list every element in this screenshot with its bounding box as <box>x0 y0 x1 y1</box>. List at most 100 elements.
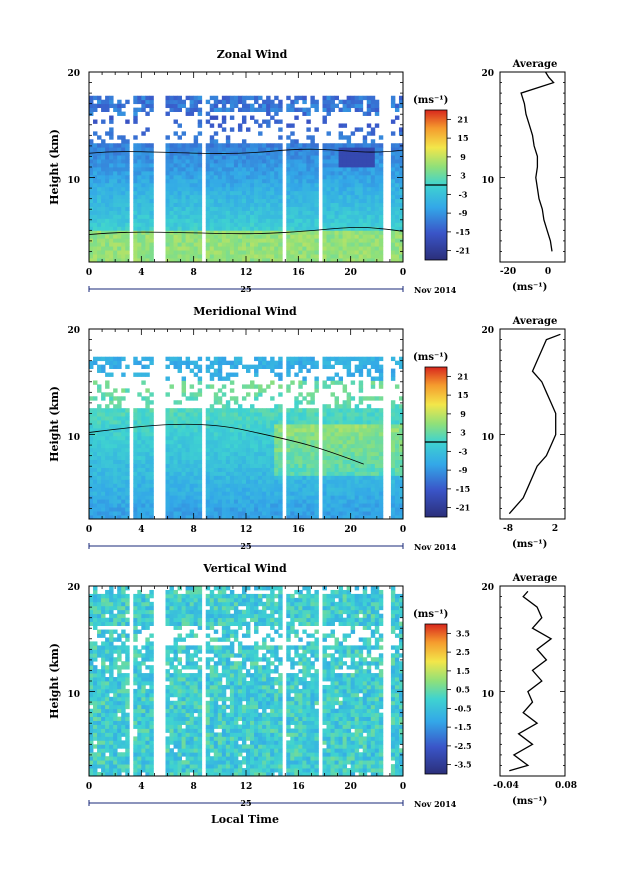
heatmap-cell <box>378 364 384 369</box>
heatmap-cell <box>209 210 215 215</box>
heatmap-cell <box>209 404 215 409</box>
heatmap-cell <box>169 238 174 243</box>
heatmap-cell <box>314 107 319 112</box>
heatmap-cell <box>394 226 400 231</box>
heatmap-cell <box>302 218 307 223</box>
heatmap-cell <box>229 479 235 484</box>
heatmap-cell <box>370 198 376 204</box>
heatmap-cell <box>117 515 122 520</box>
heatmap-cell <box>89 238 94 243</box>
heatmap-cell <box>105 218 110 223</box>
heatmap-cell <box>145 95 150 101</box>
heatmap-cell <box>177 163 182 168</box>
heatmap-cell <box>390 412 396 417</box>
heatmap-cell <box>314 483 319 488</box>
heatmap-cell <box>133 451 138 457</box>
heatmap-cell <box>326 420 331 425</box>
heatmap-cell <box>117 459 122 464</box>
heatmap-cell <box>237 214 243 219</box>
heatmap-cell <box>109 226 114 231</box>
heatmap-cell <box>342 258 348 263</box>
heatmap-cell <box>237 127 243 132</box>
heatmap-cell <box>298 435 303 441</box>
heatmap-cell <box>149 170 154 176</box>
heatmap-cell <box>125 250 130 255</box>
heatmap-cell <box>101 155 106 160</box>
heatmap-cell <box>221 190 227 196</box>
heatmap-cell <box>346 250 352 255</box>
heatmap-cell <box>342 254 348 259</box>
heatmap-cell <box>362 459 368 464</box>
heatmap-cell <box>109 238 114 243</box>
heatmap-cell <box>370 459 376 464</box>
heatmap-cell <box>213 194 219 200</box>
heatmap-cell <box>350 447 356 453</box>
heatmap-cell <box>213 515 219 520</box>
heatmap-cell <box>330 198 335 204</box>
heatmap-cell <box>133 479 138 484</box>
heatmap-cell <box>181 238 187 243</box>
heatmap-cell <box>306 182 311 188</box>
heatmap-cell <box>338 230 344 235</box>
heatmap-cell <box>169 163 174 168</box>
heatmap-cell <box>173 408 178 413</box>
heatmap-cell <box>185 499 191 504</box>
heatmap-cell <box>262 483 267 488</box>
heatmap-cell <box>169 178 174 184</box>
heatmap-cell <box>290 511 295 516</box>
heatmap-cell <box>149 471 154 476</box>
heatmap-cell <box>306 499 311 504</box>
heatmap-cell <box>145 511 150 516</box>
heatmap-cell <box>358 198 364 204</box>
heatmap-cell <box>141 250 146 255</box>
heatmap-cell <box>302 234 307 239</box>
heatmap-cell <box>113 194 118 200</box>
heatmap-cell <box>241 115 247 120</box>
heatmap-cell <box>358 479 364 484</box>
heatmap-cell <box>254 491 259 496</box>
heatmap-cell <box>274 463 279 468</box>
heatmap-cell <box>189 143 195 148</box>
heatmap-cell <box>346 368 352 373</box>
heatmap-cell <box>266 495 271 500</box>
heatmap-cell <box>177 408 182 413</box>
heatmap-cell <box>266 222 271 227</box>
heatmap-cell <box>302 163 307 168</box>
heatmap-cell <box>117 143 122 148</box>
heatmap-cell <box>125 214 130 219</box>
heatmap-cell <box>310 151 315 156</box>
heatmap-cell <box>221 511 227 516</box>
heatmap-cell <box>169 447 174 453</box>
heatmap-cell <box>109 170 114 176</box>
heatmap-cell <box>101 427 106 433</box>
heatmap-cell <box>113 487 118 492</box>
heatmap-cell <box>149 400 154 405</box>
heatmap-cell <box>125 99 130 105</box>
heatmap-cell <box>185 210 191 215</box>
heatmap-cell <box>346 360 352 366</box>
heatmap-cell <box>362 202 368 207</box>
heatmap-cell <box>105 167 110 172</box>
heatmap-cell <box>89 408 94 413</box>
heatmap-cell <box>322 254 327 259</box>
heatmap-cell <box>246 412 251 417</box>
heatmap-cell <box>185 424 191 429</box>
heatmap-cell <box>137 416 142 421</box>
heatmap-cell <box>302 483 307 488</box>
heatmap-cell <box>370 396 376 401</box>
heatmap-cell <box>350 487 356 492</box>
heatmap-cell <box>109 416 114 421</box>
heatmap-cell <box>298 424 303 429</box>
heatmap-cell <box>213 451 219 457</box>
heatmap-cell <box>209 475 215 480</box>
heatmap-cell <box>246 254 251 259</box>
heatmap-cell <box>270 380 275 385</box>
heatmap-cell <box>237 155 243 160</box>
heatmap-cell <box>125 420 130 425</box>
heatmap-cell <box>117 151 122 156</box>
heatmap-cell <box>121 467 126 472</box>
zonal-contour-lower <box>88 226 404 235</box>
heatmap-cell <box>310 242 315 247</box>
heatmap-cell <box>229 174 235 180</box>
heatmap-cell <box>145 404 150 409</box>
